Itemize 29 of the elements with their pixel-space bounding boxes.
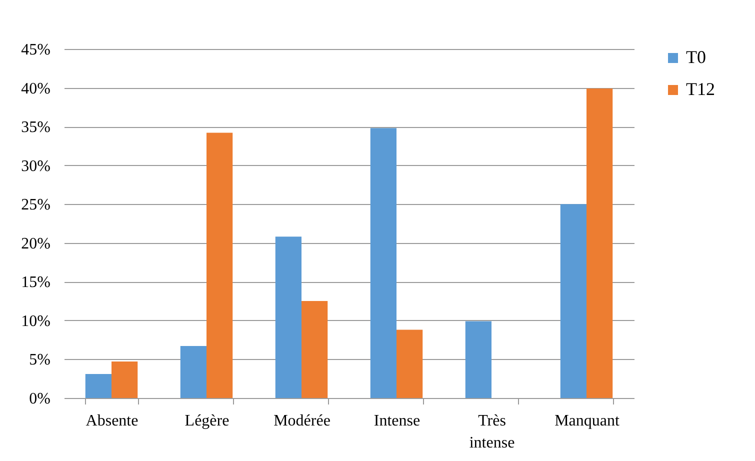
bar [302, 301, 328, 398]
y-tick-label: 45% [21, 42, 50, 58]
legend-label: T12 [686, 79, 715, 99]
x-tick-label: Légère [184, 412, 230, 430]
y-tick-label: 0% [29, 390, 50, 408]
bar [586, 88, 613, 398]
x-tick-label: Manquant [554, 412, 620, 430]
bar [180, 346, 206, 398]
bar [370, 128, 396, 398]
bar [85, 374, 112, 398]
bar [275, 236, 302, 398]
bar [560, 204, 586, 398]
x-tick-label: Absente [86, 412, 138, 430]
y-tick-label: 15% [21, 274, 50, 292]
bar [396, 330, 423, 398]
y-tick-label: 25% [21, 196, 50, 214]
x-tick-label: Très intense [469, 412, 515, 452]
y-tick-label: 40% [21, 80, 50, 98]
bar [206, 132, 233, 398]
x-tick-label: Modérée [274, 412, 330, 430]
legend-label: T0 [686, 47, 706, 67]
x-tick-label: Intense [374, 412, 420, 430]
bar [465, 321, 492, 398]
y-tick-label: 20% [21, 235, 50, 252]
y-tick-label: 30% [21, 158, 50, 175]
y-tick-label: 5% [29, 352, 50, 369]
y-tick-label: 10% [21, 312, 50, 330]
bar [112, 362, 138, 398]
y-tick-label: 35% [21, 119, 50, 136]
